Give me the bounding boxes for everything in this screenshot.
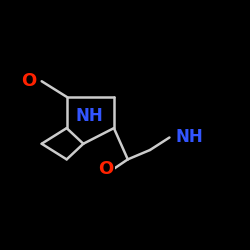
Text: O: O bbox=[22, 72, 37, 90]
Text: NH: NH bbox=[75, 106, 103, 124]
Text: NH: NH bbox=[175, 128, 203, 146]
Text: O: O bbox=[98, 160, 113, 178]
